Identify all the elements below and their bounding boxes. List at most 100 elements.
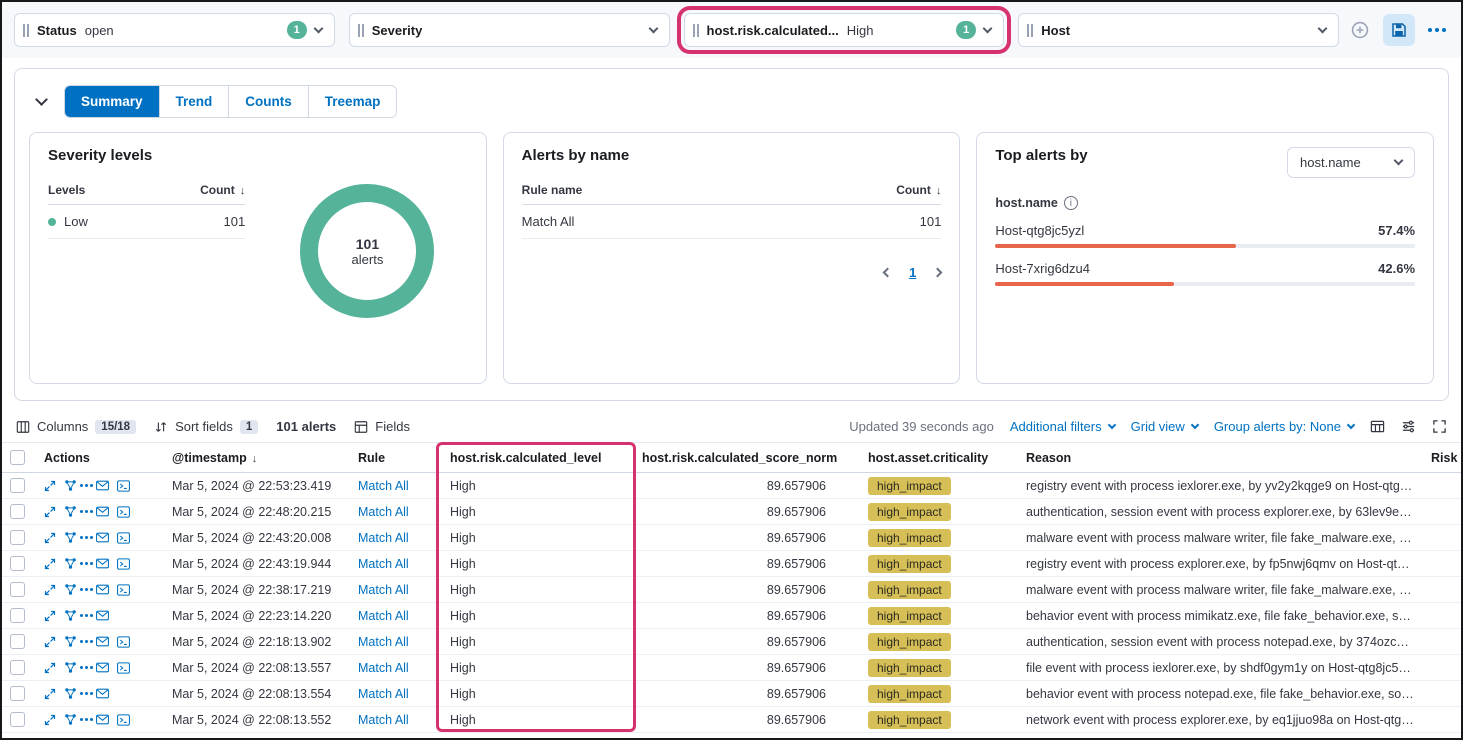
rule-link[interactable]: Match All bbox=[358, 608, 409, 623]
analyze-event-icon[interactable] bbox=[64, 531, 77, 544]
row-checkbox[interactable] bbox=[10, 556, 25, 571]
expand-alert-icon[interactable] bbox=[44, 584, 56, 596]
prev-page-icon[interactable] bbox=[882, 267, 893, 278]
column-header-count[interactable]: Count ↓ bbox=[200, 183, 246, 197]
more-actions-icon[interactable] bbox=[85, 640, 88, 643]
row-checkbox[interactable] bbox=[10, 608, 25, 623]
view-tab[interactable]: Summary bbox=[65, 86, 160, 117]
expand-alert-icon[interactable] bbox=[44, 610, 56, 622]
investigate-in-timeline-icon[interactable] bbox=[96, 610, 109, 621]
fullscreen-icon[interactable] bbox=[1432, 419, 1447, 434]
group-alerts-button[interactable]: Group alerts by: None bbox=[1214, 419, 1356, 434]
query-menu-icon[interactable] bbox=[1429, 28, 1445, 32]
columns-button[interactable]: Columns 15/18 bbox=[16, 419, 137, 434]
page-number[interactable]: 1 bbox=[909, 265, 917, 280]
investigate-in-timeline-icon[interactable] bbox=[96, 558, 109, 569]
row-checkbox[interactable] bbox=[10, 530, 25, 545]
more-actions-icon[interactable] bbox=[85, 718, 88, 721]
view-tab[interactable]: Trend bbox=[159, 86, 230, 117]
expand-alert-icon[interactable] bbox=[44, 636, 56, 648]
analyze-event-icon[interactable] bbox=[64, 505, 77, 518]
drag-handle-icon[interactable] bbox=[692, 23, 699, 37]
investigate-in-timeline-icon[interactable] bbox=[96, 714, 109, 725]
open-session-viewer-icon[interactable] bbox=[117, 505, 130, 518]
add-filter-icon[interactable] bbox=[1351, 21, 1369, 39]
info-icon[interactable]: i bbox=[1063, 196, 1078, 210]
row-checkbox[interactable] bbox=[10, 634, 25, 649]
expand-alert-icon[interactable] bbox=[44, 662, 56, 674]
analyze-event-icon[interactable] bbox=[64, 713, 77, 726]
fields-button[interactable]: Fields bbox=[354, 419, 410, 434]
analyze-event-icon[interactable] bbox=[64, 687, 77, 700]
investigate-in-timeline-icon[interactable] bbox=[96, 532, 109, 543]
column-header-levels[interactable]: Levels bbox=[48, 183, 86, 197]
more-actions-icon[interactable] bbox=[85, 588, 88, 591]
header-risk[interactable]: Risk bbox=[1431, 450, 1458, 465]
next-page-icon[interactable] bbox=[932, 267, 943, 278]
sort-fields-button[interactable]: Sort fields 1 bbox=[154, 419, 259, 434]
investigate-in-timeline-icon[interactable] bbox=[96, 506, 109, 517]
rule-link[interactable]: Match All bbox=[358, 712, 409, 727]
rule-link[interactable]: Match All bbox=[358, 582, 409, 597]
header-risk-level[interactable]: host.risk.calculated_level bbox=[450, 450, 602, 465]
open-session-viewer-icon[interactable] bbox=[117, 635, 130, 648]
analyze-event-icon[interactable] bbox=[64, 583, 77, 596]
open-session-viewer-icon[interactable] bbox=[117, 531, 130, 544]
analyze-event-icon[interactable] bbox=[64, 609, 77, 622]
investigate-in-timeline-icon[interactable] bbox=[96, 688, 109, 699]
drag-handle-icon[interactable] bbox=[1027, 23, 1034, 37]
investigate-in-timeline-icon[interactable] bbox=[96, 584, 109, 595]
filter-pill[interactable]: Host bbox=[1018, 13, 1339, 47]
host-name[interactable]: Host-7xrig6dzu4 bbox=[995, 261, 1090, 276]
more-actions-icon[interactable] bbox=[85, 562, 88, 565]
analyze-event-icon[interactable] bbox=[64, 557, 77, 570]
rule-link[interactable]: Match All bbox=[358, 478, 409, 493]
open-session-viewer-icon[interactable] bbox=[117, 713, 130, 726]
rule-link[interactable]: Match All bbox=[358, 660, 409, 675]
more-actions-icon[interactable] bbox=[85, 510, 88, 513]
column-header-rule-name[interactable]: Rule name bbox=[521, 183, 583, 197]
filter-pill[interactable]: host.risk.calculated... High 1 bbox=[683, 13, 1005, 47]
row-checkbox[interactable] bbox=[10, 660, 25, 675]
view-tab[interactable]: Treemap bbox=[308, 86, 397, 117]
grid-view-button[interactable]: Grid view bbox=[1131, 419, 1200, 434]
expand-alert-icon[interactable] bbox=[44, 480, 56, 492]
row-checkbox[interactable] bbox=[10, 712, 25, 727]
rule-link[interactable]: Match All bbox=[358, 686, 409, 701]
open-session-viewer-icon[interactable] bbox=[117, 479, 130, 492]
save-button[interactable] bbox=[1383, 14, 1415, 46]
expand-alert-icon[interactable] bbox=[44, 688, 56, 700]
view-tab[interactable]: Counts bbox=[229, 86, 309, 117]
header-rule[interactable]: Rule bbox=[358, 450, 386, 465]
row-checkbox[interactable] bbox=[10, 504, 25, 519]
header-reason[interactable]: Reason bbox=[1026, 450, 1072, 465]
expand-alert-icon[interactable] bbox=[44, 532, 56, 544]
filter-pill[interactable]: Severity bbox=[348, 13, 670, 47]
more-actions-icon[interactable] bbox=[85, 484, 88, 487]
drag-handle-icon[interactable] bbox=[23, 23, 29, 37]
expand-alert-icon[interactable] bbox=[44, 714, 56, 726]
analyze-event-icon[interactable] bbox=[64, 661, 77, 674]
rule-link[interactable]: Match All bbox=[358, 556, 409, 571]
column-header-count[interactable]: Count ↓ bbox=[896, 183, 942, 197]
investigate-in-timeline-icon[interactable] bbox=[96, 636, 109, 647]
open-session-viewer-icon[interactable] bbox=[117, 661, 130, 674]
filter-pill[interactable]: Status open 1 bbox=[14, 13, 335, 47]
rule-link[interactable]: Match All bbox=[358, 504, 409, 519]
header-criticality[interactable]: host.asset.criticality bbox=[868, 450, 989, 465]
select-all-checkbox[interactable] bbox=[10, 450, 25, 465]
drag-handle-icon[interactable] bbox=[357, 23, 364, 37]
additional-filters-button[interactable]: Additional filters bbox=[1010, 419, 1116, 434]
more-actions-icon[interactable] bbox=[85, 536, 88, 539]
row-checkbox[interactable] bbox=[10, 686, 25, 701]
display-options-icon[interactable] bbox=[1370, 419, 1385, 434]
investigate-in-timeline-icon[interactable] bbox=[96, 662, 109, 673]
more-actions-icon[interactable] bbox=[85, 614, 88, 617]
open-session-viewer-icon[interactable] bbox=[117, 557, 130, 570]
expand-alert-icon[interactable] bbox=[44, 558, 56, 570]
host-name[interactable]: Host-qtg8jc5yzl bbox=[995, 223, 1085, 238]
analyze-event-icon[interactable] bbox=[64, 479, 77, 492]
analyze-event-icon[interactable] bbox=[64, 635, 77, 648]
top-alerts-field-select[interactable]: host.name bbox=[1287, 147, 1416, 178]
expand-alert-icon[interactable] bbox=[44, 506, 56, 518]
